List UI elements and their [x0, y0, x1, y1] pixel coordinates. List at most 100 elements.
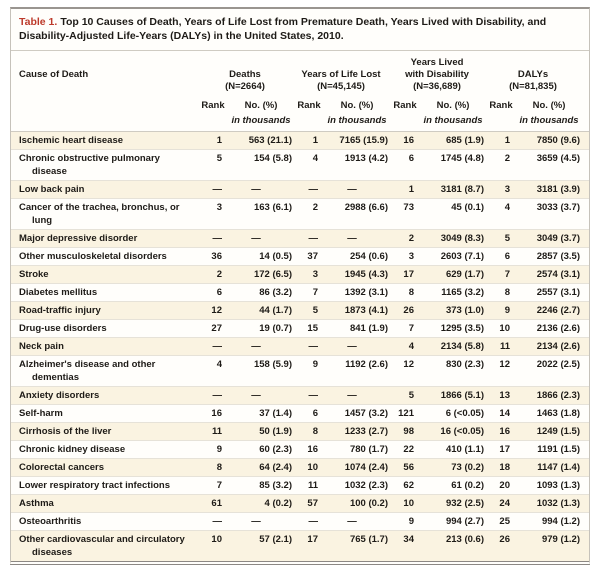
rank-cell: —: [308, 232, 319, 244]
rank-cell: 8: [504, 286, 510, 298]
table-row: Colorectal cancers 8 64 (2.4) 10 1074 (2.4) 5…: [11, 457, 589, 476]
spacer: [19, 115, 197, 126]
value-cell: 1074 (2.4): [344, 461, 388, 473]
value-cell: 37 (1.4): [259, 407, 292, 419]
cause-cell: Anxiety disorders: [19, 389, 100, 401]
value-cell: 563 (21.1): [248, 134, 292, 146]
col-header-no-pct: No. (%): [244, 99, 278, 111]
rank-cell: 2: [504, 152, 510, 164]
rank-cell: 6: [504, 250, 510, 262]
rank-cell: 1: [216, 134, 222, 146]
rank-cell: 20: [499, 479, 510, 491]
value-cell: 3033 (3.7): [536, 201, 580, 213]
cause-cell: Alzheimer's disease and other dementias: [19, 358, 156, 383]
value-cell: 3659 (4.5): [536, 152, 580, 164]
rank-cell: 8: [408, 286, 414, 298]
value-cell: 629 (1.7): [445, 268, 484, 280]
value-cell: 685 (1.9): [445, 134, 484, 146]
value-cell: 2574 (3.1): [536, 268, 580, 280]
cause-cell: Lower respiratory tract infections: [19, 479, 170, 491]
value-cell: 1165 (3.2): [441, 286, 484, 298]
rank-cell: 27: [211, 322, 222, 334]
rank-cell: 26: [499, 533, 510, 545]
rank-cell: 3: [504, 183, 510, 195]
value-cell: 1147 (1.4): [537, 461, 580, 473]
rank-cell: 10: [403, 497, 414, 509]
table-row: Chronic kidney disease 9 60 (2.3) 16 780 (1.…: [11, 439, 589, 458]
value-cell: 1463 (1.8): [536, 407, 580, 419]
col-header-no-pct: No. (%): [436, 99, 470, 111]
rank-cell: 11: [211, 425, 222, 437]
value-cell: 100 (0.2): [349, 497, 388, 509]
rank-cell: 57: [307, 497, 318, 509]
rank-cell: 25: [499, 515, 510, 527]
value-cell: 994 (1.2): [541, 515, 580, 527]
value-cell: 373 (1.0): [445, 304, 484, 316]
rank-cell: 2: [312, 201, 318, 213]
spacer: [19, 100, 197, 111]
rank-cell: 17: [403, 268, 414, 280]
rank-cell: 16: [499, 425, 510, 437]
table-row: Cirrhosis of the liver 11 50 (1.9) 8 1233 (2…: [11, 421, 589, 440]
units-label: in thousands: [327, 114, 387, 126]
rank-cell: 1: [408, 183, 414, 195]
table-row: Diabetes mellitus 6 86 (3.2) 7 1392 (3.1) 8 11…: [11, 282, 589, 301]
col-header-no-pct: No. (%): [340, 99, 374, 111]
table-row: Other cardiovascular and circulatory dis…: [11, 529, 589, 561]
rank-cell: —: [212, 515, 223, 527]
value-cell: 2603 (7.1): [440, 250, 484, 262]
rank-cell: 3: [216, 201, 222, 213]
cause-cell: Ischemic heart disease: [19, 134, 124, 146]
cause-cell: Drug-use disorders: [19, 322, 107, 334]
cause-cell: Major depressive disorder: [19, 232, 138, 244]
rank-cell: 62: [403, 479, 414, 491]
journal-table: Table 1. Top 10 Causes of Death, Years of…: [10, 7, 590, 565]
value-cell: 154 (5.8): [253, 152, 292, 164]
rank-cell: 22: [403, 443, 414, 455]
table-row: Osteoarthritis — — — — 9 994 (2.7) 25 994 (1.2): [11, 511, 589, 530]
col-group-years-of-life-lost: Years of Life Lost (N=45,145): [293, 69, 389, 93]
group-n: (N=2664): [225, 81, 265, 93]
rank-cell: 7: [216, 479, 222, 491]
rank-cell: 4: [312, 152, 318, 164]
cause-cell: Other musculoskeletal disorders: [19, 250, 167, 262]
rank-cell: 9: [408, 515, 414, 527]
group-title: Deaths: [229, 69, 261, 81]
value-cell: 780 (1.7): [349, 443, 388, 455]
group-title: Years Lived with Disability: [405, 57, 469, 81]
rank-cell: 6: [216, 286, 222, 298]
spacer: [389, 115, 421, 126]
rank-cell: 98: [403, 425, 414, 437]
table-row: Drug-use disorders 27 19 (0.7) 15 841 (1.9) 7…: [11, 318, 589, 337]
value-cell: 1392 (3.1): [344, 286, 388, 298]
group-title: Years of Life Lost: [301, 69, 381, 81]
value-cell: 60 (2.3): [259, 443, 292, 455]
rank-cell: 9: [312, 358, 318, 370]
rank-cell: 2: [216, 268, 222, 280]
rank-cell: 16: [307, 443, 318, 455]
rank-cell: 5: [216, 152, 222, 164]
value-cell: 765 (1.7): [349, 533, 388, 545]
rank-cell: —: [308, 515, 319, 527]
units-label: in thousands: [423, 114, 483, 126]
value-cell: 3049 (8.3): [440, 232, 484, 244]
value-cell: 86 (3.2): [259, 286, 292, 298]
value-cell: 73 (0.2): [451, 461, 484, 473]
rank-cell: 11: [499, 340, 510, 352]
table-row: Road-traffic injury 12 44 (1.7) 5 1873 (4.1)…: [11, 300, 589, 319]
spacer: [293, 115, 325, 126]
rank-cell: 1: [504, 134, 510, 146]
table-row: Other musculoskeletal disorders 36 14 (0.5…: [11, 246, 589, 265]
table-row: Neck pain — — — — 4 2134 (5.8) 11 2134 (2.6): [11, 336, 589, 355]
group-n: (N=36,689): [413, 81, 461, 93]
value-cell: 841 (1.9): [349, 322, 388, 334]
value-cell: 44 (1.7): [259, 304, 292, 316]
group-title: DALYs: [517, 69, 549, 81]
value-cell: 1745 (4.8): [440, 152, 484, 164]
rank-cell: 14: [499, 407, 510, 419]
rank-cell: 5: [408, 389, 414, 401]
value-cell: 158 (5.9): [253, 358, 292, 370]
value-cell: 61 (0.2): [451, 479, 484, 491]
rank-cell: 37: [307, 250, 318, 262]
value-cell: 1191 (1.5): [537, 443, 580, 455]
